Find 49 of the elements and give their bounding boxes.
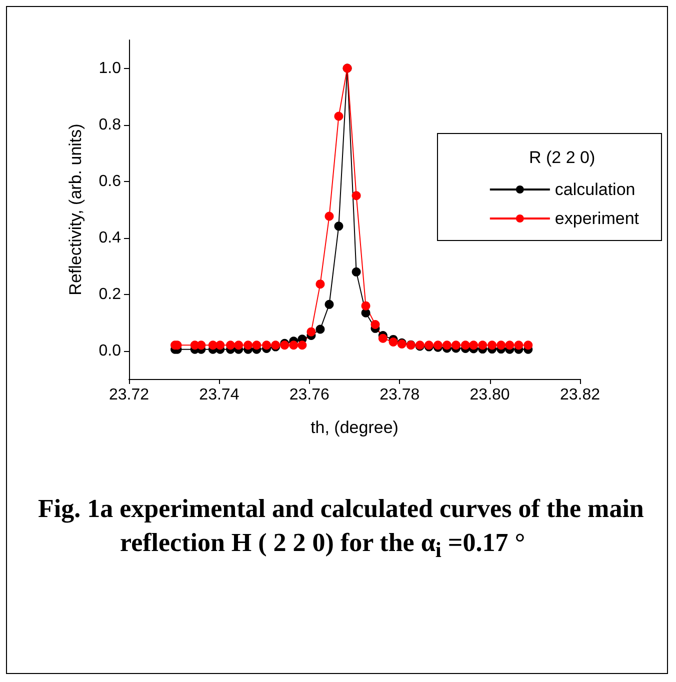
caption: Fig. 1a experimental and calculated curves of the main reflection H ( 2 2 0) for the α$_{i}$ =0.17 °: [38, 493, 645, 564]
point: [306, 327, 316, 336]
y-tick-label: 1.0: [98, 60, 122, 77]
point: [262, 340, 272, 350]
point: [370, 320, 380, 329]
point: [298, 340, 307, 350]
point: [469, 340, 478, 350]
point: [216, 340, 225, 350]
point: [478, 340, 488, 350]
y-tick-label: 0.4: [98, 229, 122, 246]
point: [378, 334, 388, 343]
point: [244, 340, 253, 350]
point: [334, 112, 344, 121]
y-axis-title: Reflectivity, (arb. units): [66, 124, 85, 296]
point: [334, 222, 344, 231]
point: [324, 212, 334, 221]
point: [361, 301, 370, 310]
point: [388, 337, 398, 346]
point: [514, 340, 524, 350]
legend-title: R (2 2 0): [529, 148, 596, 168]
point: [352, 191, 361, 200]
point: [324, 300, 334, 309]
x-tick-label: 23.76: [289, 386, 330, 404]
y-tick-label: 0.2: [98, 286, 122, 303]
y-tick-label: 0.0: [98, 342, 122, 360]
point: [316, 324, 325, 334]
point: [352, 267, 361, 276]
point: [460, 340, 470, 350]
x-axis-title: th, (degree): [310, 418, 398, 437]
point: [234, 340, 244, 350]
point: [442, 340, 452, 350]
point: [316, 280, 325, 289]
x-tick-label: 23.78: [380, 386, 420, 404]
y-tick-label: 0.8: [98, 116, 122, 134]
point: [524, 340, 533, 350]
legend-label: calculation: [554, 180, 636, 199]
point: [289, 340, 298, 350]
point: [226, 340, 235, 350]
x-tick-label: 23.72: [108, 386, 150, 404]
y-tick-label: 0.6: [98, 172, 122, 190]
legend-label: experiment: [554, 209, 640, 228]
x-tick-label: 23.82: [560, 386, 600, 404]
point: [252, 340, 262, 350]
point: [488, 340, 497, 350]
point: [451, 340, 460, 350]
point: [505, 340, 514, 350]
x-tick-label: 23.74: [199, 386, 240, 404]
x-tick-label: 23.80: [470, 386, 510, 404]
point: [496, 340, 506, 350]
